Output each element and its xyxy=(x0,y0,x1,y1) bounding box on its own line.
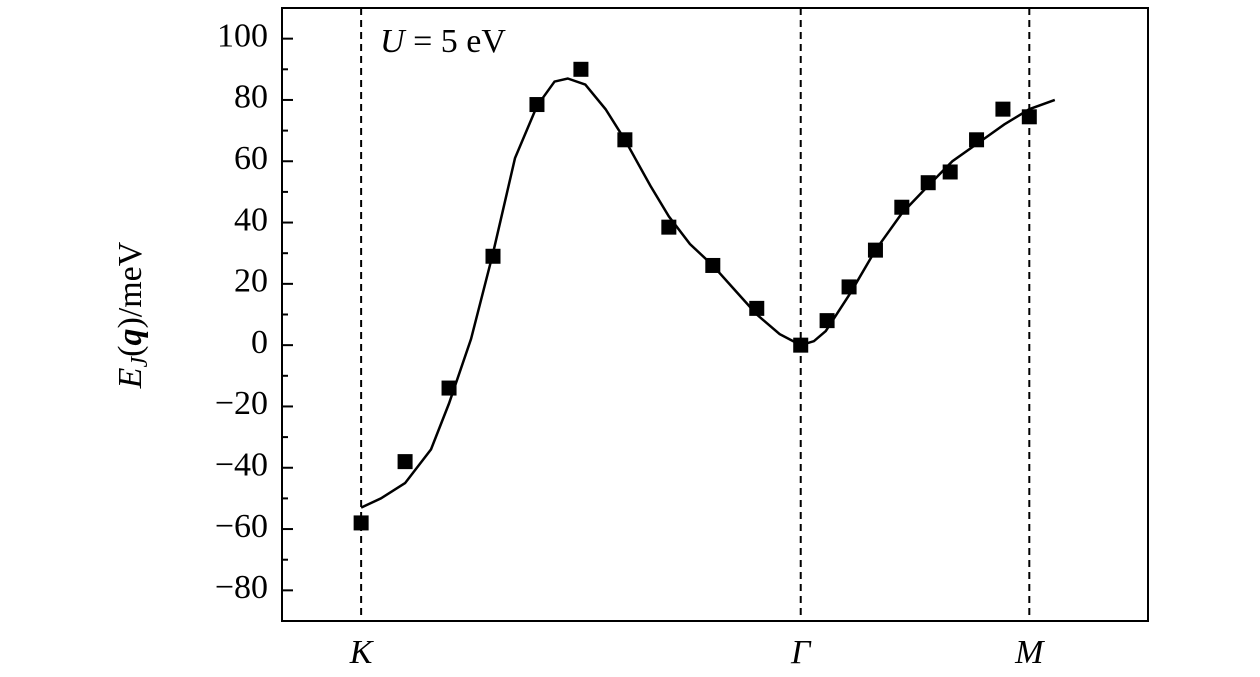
marker xyxy=(995,101,1011,117)
marker xyxy=(705,257,721,273)
y-axis-label: EJ(q)/meV xyxy=(112,241,153,389)
y-tick-label: 20 xyxy=(234,263,268,300)
x-tick-label: Γ xyxy=(790,634,812,671)
y-label-part: )/meV xyxy=(112,241,149,328)
marker xyxy=(942,164,958,180)
y-label-part: q xyxy=(112,329,149,346)
marker xyxy=(397,454,413,470)
marker xyxy=(441,380,457,396)
marker xyxy=(485,248,501,264)
y-tick-label: −60 xyxy=(215,508,268,545)
marker xyxy=(969,132,985,148)
y-tick-label: 0 xyxy=(251,324,268,361)
annotation-symbol: U xyxy=(380,23,407,60)
marker xyxy=(867,242,883,258)
annotation-text: = 5 eV xyxy=(405,23,507,60)
x-tick-label: K xyxy=(349,634,375,671)
plot-frame xyxy=(281,7,1149,622)
y-tick-label: 100 xyxy=(217,17,268,54)
marker xyxy=(920,175,936,191)
marker xyxy=(749,300,765,316)
y-label-symbol: E xyxy=(112,367,149,389)
marker xyxy=(793,337,809,353)
y-tick-label: 60 xyxy=(234,140,268,177)
marker xyxy=(894,199,910,215)
y-tick-label: −20 xyxy=(215,385,268,422)
y-tick-label: −80 xyxy=(215,569,268,606)
y-label-part: ( xyxy=(112,346,149,357)
marker xyxy=(841,279,857,295)
marker xyxy=(573,61,589,77)
y-tick-label: 80 xyxy=(234,79,268,116)
y-tick-label: 40 xyxy=(234,201,268,238)
annotation: U = 5 eV xyxy=(380,23,506,60)
marker xyxy=(1021,109,1037,125)
marker xyxy=(661,219,677,235)
marker xyxy=(819,313,835,329)
y-label-subscript: J xyxy=(127,356,153,368)
marker xyxy=(529,97,545,113)
x-tick-label: M xyxy=(1014,634,1045,671)
curve xyxy=(360,77,1056,509)
marker xyxy=(353,515,369,531)
y-tick-label: −40 xyxy=(215,447,268,484)
marker xyxy=(617,132,633,148)
